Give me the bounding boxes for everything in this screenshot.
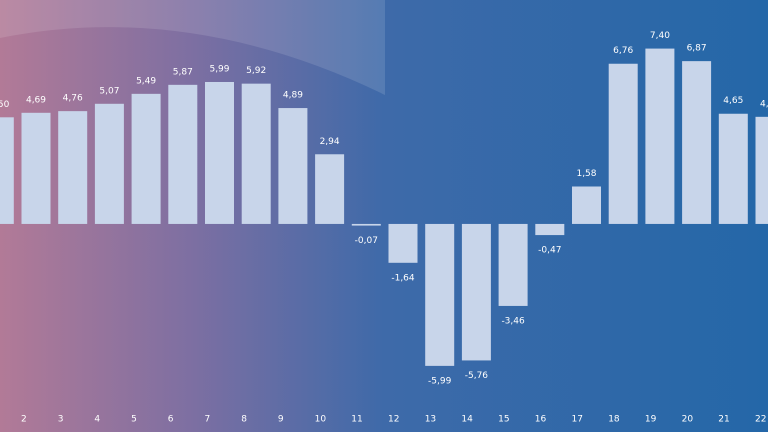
value-label: 4,52 [760,99,768,109]
decor-arc [0,0,385,95]
x-tick-label: 19 [645,415,657,425]
bar [645,48,675,224]
value-label: -0,47 [538,246,561,256]
bar [94,103,124,224]
x-tick-label: 15 [498,415,509,425]
value-label: 4,89 [283,91,303,101]
value-label: 4,76 [63,94,83,104]
value-label: 6,76 [613,46,633,56]
value-label: 4,65 [723,96,743,106]
bar [498,223,528,306]
bar [168,84,198,224]
x-tick-label: 13 [425,415,436,425]
bar [388,223,418,263]
x-tick-label: 17 [572,415,583,425]
bar [461,223,491,361]
x-tick-label: 5 [131,415,137,425]
x-tick-label: 9 [278,415,284,425]
value-label: 5,87 [173,67,193,77]
value-label: -3,46 [501,316,525,326]
bar [425,223,455,366]
bar [315,154,345,224]
bar [241,83,271,224]
bar [205,81,234,224]
bar [21,112,51,224]
value-label: 6,87 [687,44,707,54]
bar [58,111,88,224]
value-label: -1,64 [391,273,415,283]
value-label: -5,99 [428,376,452,386]
bar [351,223,381,226]
bar [718,113,748,224]
x-tick-label: 2 [21,415,27,425]
bar [0,117,14,224]
x-tick-label: 3 [58,415,64,425]
bar [755,116,768,224]
x-tick-label: 16 [535,415,547,425]
bar [608,63,638,224]
bar [535,223,565,236]
bar [278,108,308,224]
value-label: 5,92 [246,66,266,76]
bar [572,186,601,224]
value-label: 2,94 [320,137,340,147]
x-tick-label: 10 [315,415,327,425]
value-label: -5,76 [465,371,489,381]
x-tick-label: 4 [94,415,100,425]
x-tick-label: 7 [205,415,211,425]
bar [131,93,161,224]
value-label: 4,50 [0,100,10,110]
bar [682,61,712,224]
x-tick-label: 18 [608,415,620,425]
x-tick-label: 22 [755,415,766,425]
value-label: -0,07 [355,236,378,246]
value-label: 7,40 [650,31,670,41]
x-tick-label: 20 [682,415,694,425]
x-tick-label: 8 [241,415,247,425]
x-tick-label: 6 [168,415,174,425]
value-label: 5,49 [136,76,156,86]
x-tick-label: 14 [461,415,473,425]
x-tick-label: 12 [388,415,399,425]
value-label: 5,99 [209,64,229,74]
value-label: 4,69 [26,95,46,105]
x-tick-label: 21 [718,415,729,425]
x-tick-label: 11 [351,415,362,425]
value-label: 1,58 [576,169,596,179]
value-label: 5,07 [99,86,119,96]
